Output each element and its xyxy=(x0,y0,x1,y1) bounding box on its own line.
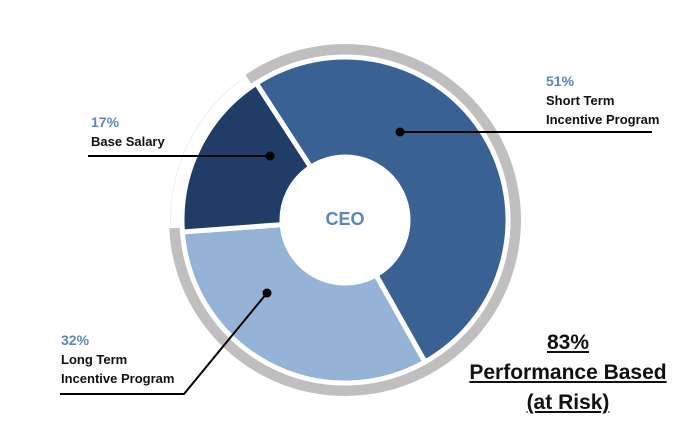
label-ltip: 32% Long Term Incentive Program xyxy=(61,331,174,388)
ltip-name-line1: Long Term xyxy=(61,352,128,367)
ltip-name-line2: Incentive Program xyxy=(61,371,175,386)
base-name-line1: Base Salary xyxy=(91,134,165,149)
stip-name-line2: Incentive Program xyxy=(546,112,660,127)
summary-line2: (at Risk) xyxy=(526,391,610,414)
stip-leader-dot xyxy=(395,127,405,137)
summary-line1: Performance Based xyxy=(469,361,667,384)
center-label: CEO xyxy=(325,209,365,229)
ltip-percent: 32% xyxy=(61,332,90,348)
ltip-leader-dot xyxy=(262,288,272,298)
base-leader-dot xyxy=(265,151,275,161)
ltip-leader-line xyxy=(60,292,268,395)
performance-summary: 83% Performance Based (at Risk) xyxy=(462,328,674,418)
donut-center-hole xyxy=(282,157,408,283)
stip-name-line1: Short Term xyxy=(546,93,615,108)
label-base: 17% Base Salary xyxy=(91,113,165,151)
leader-lines xyxy=(60,127,652,395)
base-percent: 17% xyxy=(91,114,120,130)
label-stip: 51% Short Term Incentive Program xyxy=(546,72,659,129)
summary-percent: 83% xyxy=(546,331,590,354)
stip-percent: 51% xyxy=(546,73,575,89)
